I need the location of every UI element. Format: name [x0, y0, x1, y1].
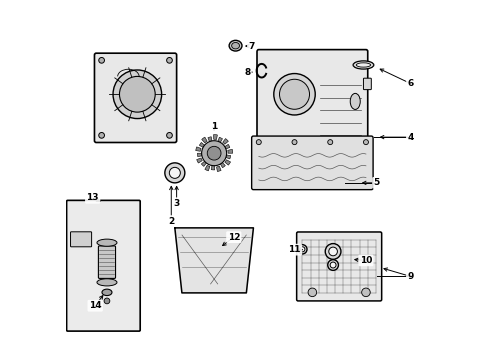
Circle shape: [329, 262, 335, 268]
Text: 7: 7: [248, 41, 254, 50]
Text: 11: 11: [287, 245, 300, 254]
Wedge shape: [201, 161, 206, 166]
Ellipse shape: [356, 63, 370, 67]
Circle shape: [279, 79, 309, 109]
Wedge shape: [222, 139, 228, 144]
Circle shape: [164, 163, 184, 183]
FancyBboxPatch shape: [257, 50, 367, 146]
FancyBboxPatch shape: [70, 232, 91, 247]
Text: 3: 3: [173, 199, 180, 208]
Wedge shape: [211, 165, 214, 170]
Circle shape: [299, 247, 305, 252]
FancyBboxPatch shape: [94, 53, 176, 143]
Wedge shape: [204, 165, 209, 171]
Wedge shape: [224, 144, 229, 149]
Wedge shape: [216, 166, 221, 171]
Text: 1: 1: [211, 122, 217, 131]
Circle shape: [119, 76, 155, 112]
Wedge shape: [199, 143, 204, 148]
FancyBboxPatch shape: [296, 232, 381, 301]
Wedge shape: [207, 137, 212, 142]
Circle shape: [166, 58, 172, 63]
Circle shape: [256, 140, 261, 145]
Wedge shape: [213, 135, 217, 139]
FancyBboxPatch shape: [98, 246, 115, 278]
Ellipse shape: [231, 42, 239, 49]
Text: 14: 14: [89, 301, 102, 310]
Text: 12: 12: [227, 233, 240, 242]
FancyBboxPatch shape: [363, 78, 370, 90]
Circle shape: [327, 260, 338, 270]
Wedge shape: [197, 153, 202, 157]
Circle shape: [297, 245, 306, 254]
Circle shape: [99, 58, 104, 63]
Polygon shape: [175, 228, 253, 293]
Circle shape: [327, 140, 332, 145]
Ellipse shape: [102, 289, 112, 296]
Text: 2: 2: [168, 217, 174, 226]
Text: 5: 5: [373, 178, 379, 187]
Circle shape: [113, 70, 162, 118]
Wedge shape: [220, 162, 225, 168]
Ellipse shape: [229, 40, 242, 51]
Wedge shape: [225, 155, 230, 159]
Circle shape: [273, 73, 315, 115]
FancyBboxPatch shape: [251, 136, 372, 190]
Ellipse shape: [352, 61, 373, 69]
Text: 13: 13: [86, 193, 99, 202]
Circle shape: [291, 140, 296, 145]
Wedge shape: [201, 137, 207, 143]
Wedge shape: [224, 160, 230, 165]
Circle shape: [201, 141, 226, 166]
Ellipse shape: [97, 279, 117, 286]
Circle shape: [104, 298, 110, 304]
Circle shape: [166, 132, 172, 138]
FancyBboxPatch shape: [66, 201, 140, 331]
Ellipse shape: [97, 239, 117, 246]
Wedge shape: [196, 158, 202, 163]
Circle shape: [328, 247, 337, 256]
Wedge shape: [195, 147, 201, 151]
Wedge shape: [227, 149, 232, 153]
Circle shape: [207, 146, 221, 160]
Text: 10: 10: [359, 256, 371, 265]
Circle shape: [363, 140, 367, 145]
Text: 9: 9: [407, 272, 413, 281]
Circle shape: [361, 288, 369, 297]
Circle shape: [99, 132, 104, 138]
Circle shape: [307, 288, 316, 297]
Text: 4: 4: [407, 132, 413, 141]
Ellipse shape: [349, 93, 360, 109]
Wedge shape: [218, 137, 222, 143]
Text: 6: 6: [407, 79, 413, 88]
Circle shape: [169, 167, 180, 178]
Text: 8: 8: [244, 68, 250, 77]
Circle shape: [325, 244, 340, 259]
